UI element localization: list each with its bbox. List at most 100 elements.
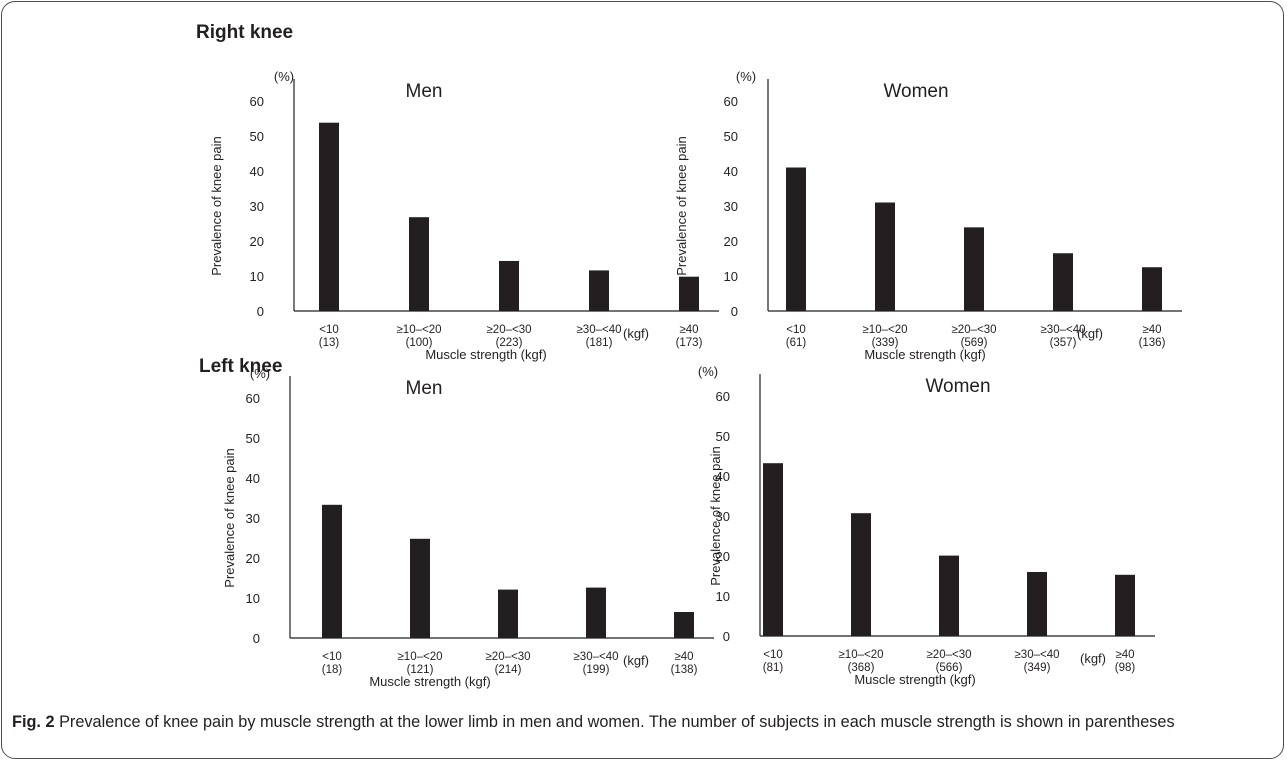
- x-axis-label: Muscle strength (kgf): [369, 674, 490, 689]
- y-axis-label: Prevalence of knee pain: [222, 448, 237, 587]
- y-tick-label: 50: [246, 431, 260, 446]
- y-tick-label: 10: [250, 269, 264, 284]
- y-tick-label: 60: [724, 94, 738, 109]
- y-tick-label: 0: [253, 631, 260, 646]
- x-tick-count: (81): [763, 662, 784, 674]
- x-tick-label: <10: [763, 649, 783, 661]
- x-unit-label: (kgf): [623, 653, 649, 668]
- x-tick-label: ≥40: [1142, 324, 1161, 336]
- chart-right-knee-women: 0 10 20 30 40 50 60 (%) Prevalence of knee pain W…: [674, 69, 1182, 362]
- x-tick-label: <10: [322, 651, 342, 663]
- y-tick-label: 30: [724, 199, 738, 214]
- x-tick-count: (61): [786, 337, 807, 349]
- x-tick-count: (357): [1050, 337, 1077, 349]
- y-tick-label: 30: [716, 509, 730, 524]
- x-tick-label: ≥20–<30: [486, 324, 531, 336]
- section-title-right-knee: Right knee: [196, 22, 294, 43]
- y-tick-label: 20: [246, 551, 260, 566]
- x-tick-label: ≥20–<30: [485, 651, 530, 663]
- bar-1: [875, 202, 895, 311]
- x-tick-count: (100): [406, 337, 433, 349]
- y-axis-label: Prevalence of knee pain: [708, 446, 723, 585]
- y-axis-label: Prevalence of knee pain: [209, 136, 224, 275]
- x-unit-label: (kgf): [1077, 326, 1103, 341]
- bar-3: [589, 270, 609, 311]
- x-tick-label: ≥30–<40: [573, 651, 618, 663]
- y-tick-label: 10: [716, 589, 730, 604]
- chart-left-knee-men: 0 10 20 30 40 50 60 (%) Prevalence of knee pain M…: [222, 366, 714, 689]
- chart-left-knee-women: 0 10 20 30 40 50 60 (%) Prevalence of knee pain W…: [698, 364, 1155, 687]
- x-tick-label: ≥10–<20: [397, 651, 442, 663]
- x-tick-count: (199): [583, 664, 610, 676]
- y-tick-label: 30: [246, 511, 260, 526]
- x-tick-count: (349): [1024, 662, 1051, 674]
- y-tick-label: 0: [257, 304, 264, 319]
- x-tick-label: ≥30–<40: [1040, 324, 1085, 336]
- caption-label: Fig. 2: [12, 713, 55, 731]
- x-axis-label: Muscle strength (kgf): [425, 347, 546, 362]
- x-tick-label: ≥20–<30: [951, 324, 996, 336]
- chart-title: Men: [406, 81, 443, 102]
- y-tick-label: 0: [731, 304, 738, 319]
- bar-4: [1142, 267, 1162, 311]
- bar-3: [1027, 572, 1047, 636]
- x-unit-label: (kgf): [623, 326, 649, 341]
- x-tick-count: (566): [936, 662, 963, 674]
- x-tick-count: (181): [586, 337, 613, 349]
- y-tick-label: 50: [250, 129, 264, 144]
- bar-2: [939, 555, 959, 636]
- y-tick-label: 50: [716, 429, 730, 444]
- y-tick-label: 20: [724, 234, 738, 249]
- y-tick-label: 40: [246, 471, 260, 486]
- y-tick-label: 30: [250, 199, 264, 214]
- x-tick-label: ≥40: [679, 324, 698, 336]
- x-tick-count: (13): [319, 337, 340, 349]
- x-tick-count: (214): [495, 664, 522, 676]
- x-tick-label: <10: [786, 324, 806, 336]
- y-tick-label: 0: [723, 629, 730, 644]
- bar-4: [674, 612, 694, 638]
- figure-caption: Fig. 2 Prevalence of knee pain by muscle…: [12, 710, 1274, 734]
- y-unit-label: (%): [250, 366, 270, 381]
- chart-right-knee-men: 0 10 20 30 40 50 60 (%) Prevalence of knee pain M…: [209, 69, 719, 362]
- y-tick-label: 50: [724, 129, 738, 144]
- x-tick-count: (173): [676, 337, 703, 349]
- bar-1: [409, 217, 429, 311]
- y-tick-label: 20: [716, 549, 730, 564]
- y-tick-label: 40: [716, 469, 730, 484]
- chart-title: Women: [883, 81, 948, 102]
- x-tick-count: (223): [496, 337, 523, 349]
- chart-title: Women: [925, 376, 990, 397]
- y-unit-label: (%): [274, 69, 294, 84]
- x-tick-count: (339): [872, 337, 899, 349]
- x-tick-count: (569): [961, 337, 988, 349]
- x-unit-label: (kgf): [1080, 651, 1106, 666]
- bar-1: [851, 513, 871, 636]
- bar-0: [319, 122, 339, 311]
- bar-2: [964, 227, 984, 311]
- x-tick-count: (368): [848, 662, 875, 674]
- y-tick-label: 40: [250, 164, 264, 179]
- x-tick-count: (121): [407, 664, 434, 676]
- x-tick-count: (98): [1115, 662, 1136, 674]
- bar-1: [410, 538, 430, 638]
- bar-4: [1115, 574, 1135, 636]
- y-tick-label: 40: [724, 164, 738, 179]
- bar-0: [786, 167, 806, 311]
- bar-3: [586, 587, 606, 638]
- x-tick-label: ≥10–<20: [396, 324, 441, 336]
- y-unit-label: (%): [698, 364, 718, 379]
- x-tick-label: <10: [319, 324, 339, 336]
- y-tick-label: 60: [716, 389, 730, 404]
- x-axis-label: Muscle strength (kgf): [864, 347, 985, 362]
- x-tick-label: ≥40: [1115, 649, 1134, 661]
- chart-title: Men: [406, 378, 443, 399]
- x-tick-count: (136): [1139, 337, 1166, 349]
- y-tick-label: 60: [250, 94, 264, 109]
- y-tick-label: 60: [246, 391, 260, 406]
- section-title-left-knee: Left knee: [199, 356, 283, 377]
- y-axis-label: Prevalence of knee pain: [674, 136, 689, 275]
- y-tick-label: 10: [246, 591, 260, 606]
- bar-2: [498, 589, 518, 638]
